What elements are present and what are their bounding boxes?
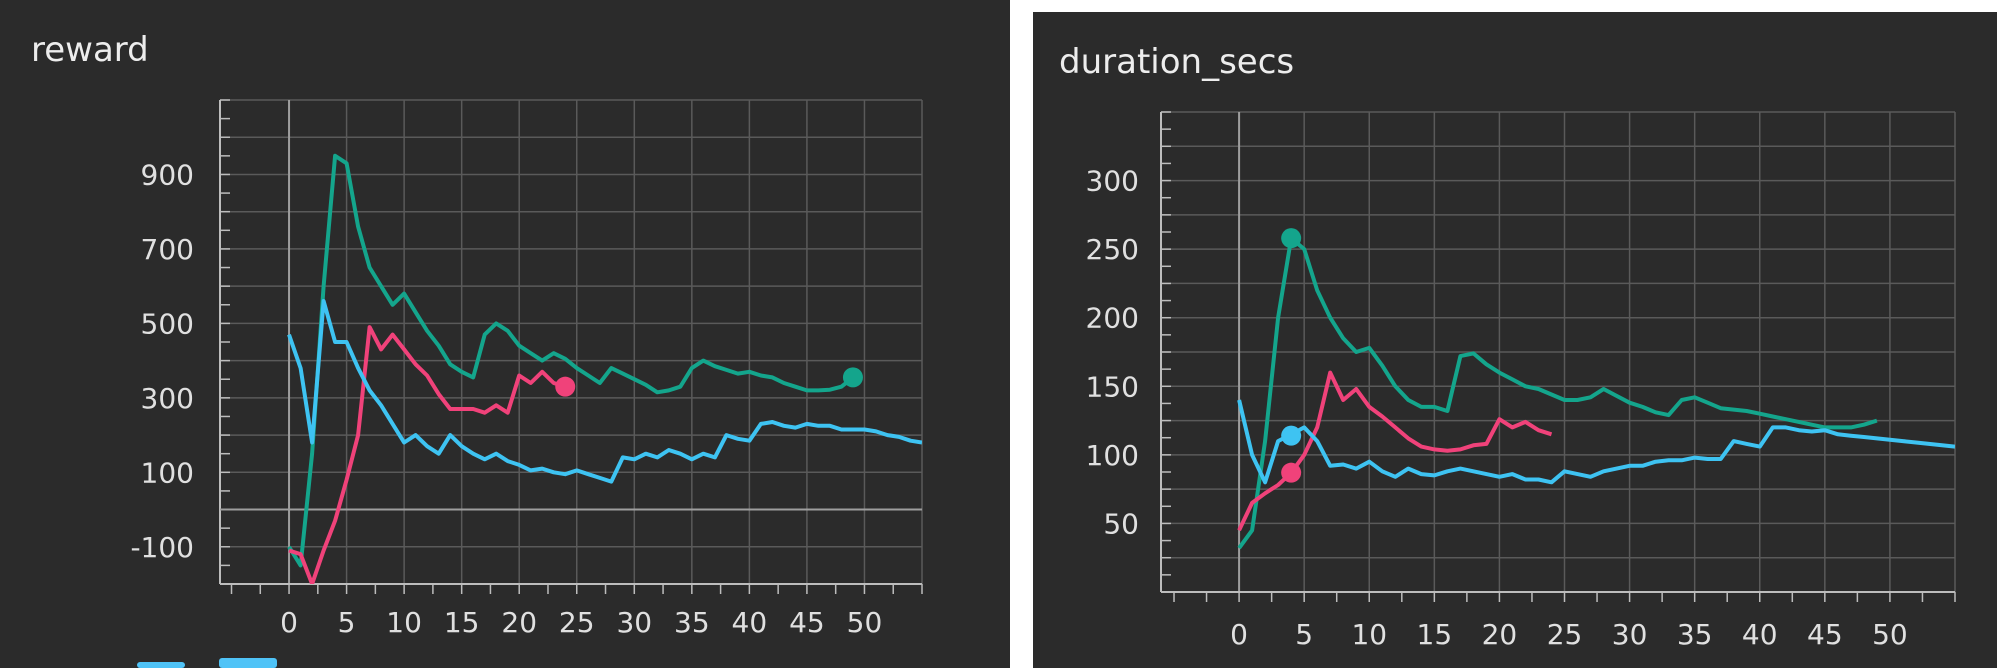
y-tick-label: 50	[1103, 507, 1139, 540]
series-marker-1	[842, 367, 863, 388]
series-marker-3	[1281, 425, 1302, 446]
x-tick-label: 20	[1482, 618, 1518, 651]
x-tick-label: 40	[1742, 618, 1778, 651]
x-tick-label: 45	[789, 606, 825, 639]
x-tick-label: 15	[1417, 618, 1453, 651]
x-tick-label: 15	[444, 606, 480, 639]
x-tick-label: 30	[1612, 618, 1648, 651]
y-tick-label: 300	[1086, 165, 1139, 198]
x-tick-label: 0	[1230, 618, 1248, 651]
x-tick-label: 45	[1807, 618, 1843, 651]
y-tick-label: 100	[141, 456, 194, 489]
x-tick-label: 50	[1872, 618, 1908, 651]
x-tick-label: 10	[386, 606, 422, 639]
x-tick-label: 25	[559, 606, 595, 639]
x-tick-label: 40	[732, 606, 768, 639]
reward-chart[interactable]: -100 100 300 500 700 900 0 5 10 15 20 25 30 35 40 45 50	[0, 0, 1010, 668]
legend-swatch-icon[interactable]	[137, 662, 185, 668]
series-group	[1237, 228, 1955, 550]
series-line-3	[1237, 399, 1955, 485]
series-line-2	[288, 325, 566, 584]
series-marker-1	[1281, 228, 1302, 249]
y-tick-label: 150	[1086, 370, 1139, 403]
series-line-1	[287, 153, 855, 568]
reward-chart-panel: reward -100 100 300 500 700 900 0 5 10 15 20 25 30 35…	[0, 0, 1010, 668]
x-tick-label: 25	[1547, 618, 1583, 651]
x-tick-label: 30	[616, 606, 652, 639]
series-marker-2	[1281, 462, 1302, 483]
y-tick-label: 500	[141, 307, 194, 340]
x-tick-label: 5	[1295, 618, 1313, 651]
x-tick-label: 50	[847, 606, 883, 639]
series-group	[287, 153, 922, 584]
duration-chart[interactable]: 50 100 150 200 250 300 0 5 10 15 20 25 30 35 40 45 50	[1033, 12, 1997, 668]
y-tick-label: 250	[1086, 233, 1139, 266]
y-tick-label: 900	[141, 158, 194, 191]
x-tick-label: 35	[1677, 618, 1713, 651]
series-line-3	[287, 299, 922, 484]
y-tick-label: -100	[130, 531, 194, 564]
y-tick-label: 100	[1086, 439, 1139, 472]
x-tick-label: 20	[501, 606, 537, 639]
x-tick-label: 10	[1351, 618, 1387, 651]
legend-swatch-icon[interactable]	[219, 658, 277, 668]
y-tick-label: 700	[141, 233, 194, 266]
x-tick-label: 5	[338, 606, 356, 639]
series-line-1	[1237, 236, 1878, 550]
y-tick-label: 300	[141, 382, 194, 415]
x-tick-label: 0	[280, 606, 298, 639]
series-line-2	[1237, 370, 1553, 532]
x-tick-label: 35	[674, 606, 710, 639]
reward-chart-title: reward	[31, 30, 149, 70]
duration-chart-panel: duration_secs 50 100 150 200 250 300 0 5 10 15 20 2…	[1033, 12, 1997, 668]
duration-chart-title: duration_secs	[1059, 42, 1295, 82]
series-marker-2	[555, 376, 576, 397]
y-tick-label: 200	[1086, 302, 1139, 335]
